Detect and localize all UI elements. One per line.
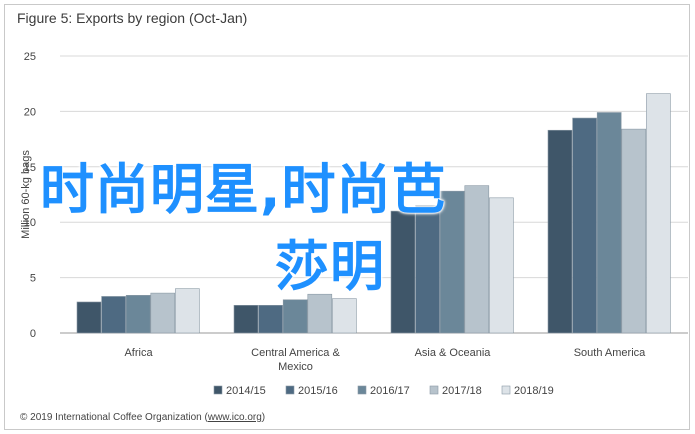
legend-swatch-2016-17: [357, 385, 367, 395]
chart-title: Figure 5: Exports by region (Oct-Jan): [17, 10, 248, 26]
bar-2017-18-1: [307, 293, 333, 334]
bar-2014-15-1: [233, 304, 259, 334]
x-tick-label: South America: [574, 347, 646, 359]
legend-label-2014-15: 2014/15: [226, 385, 266, 397]
legend-swatch-2015-16: [285, 385, 295, 395]
y-tick-label: 5: [30, 273, 36, 285]
bar-2017-18-0: [150, 292, 176, 334]
y-tick-label: 20: [24, 106, 36, 118]
bar-2014-15-2: [390, 210, 416, 334]
footer-credit: © 2019 International Coffee Organization…: [20, 412, 265, 423]
bar-2016-17-3: [596, 112, 622, 334]
y-tick-label: 15: [24, 162, 36, 174]
y-axis-ticks: 0 5 10 15 20 25: [24, 51, 36, 340]
bar-2016-17-2: [439, 190, 465, 334]
legend-swatch-2017-18: [429, 385, 439, 395]
legend-label-2015-16: 2015/16: [298, 385, 338, 397]
x-axis-labels: Africa Central America & Mexico Asia & Ocea…: [124, 347, 646, 373]
bar-2015-16-1: [258, 304, 283, 334]
y-tick-label: 0: [30, 328, 36, 340]
legend-swatch-2014-15: [213, 385, 223, 395]
legend-label-2017-18: 2017/18: [442, 385, 482, 397]
footer-link[interactable]: www.ico.org: [207, 412, 262, 423]
bar-2017-18-3: [621, 128, 647, 334]
bar-2016-17-0: [125, 295, 151, 334]
y-tick-label: 25: [24, 51, 36, 63]
x-tick-label: Asia & Oceania: [415, 347, 492, 359]
bar-2014-15-3: [547, 129, 573, 334]
bars: [76, 93, 671, 334]
bar-2018-19-1: [332, 298, 357, 334]
bar-2016-17-1: [282, 299, 308, 334]
bar-2018-19-2: [489, 197, 514, 334]
y-axis-label: Million 60-kg bags: [20, 150, 32, 239]
legend: 2014/15 2015/16 2016/17 2017/18 2018/19: [213, 385, 554, 397]
bar-2015-16-3: [572, 117, 597, 334]
bar-2018-19-0: [175, 288, 200, 334]
footer-suffix: ): [261, 412, 266, 423]
x-tick-label: Africa: [124, 347, 153, 359]
bar-2017-18-2: [464, 185, 490, 334]
footer-prefix: © 2019 International Coffee Organization…: [20, 412, 208, 423]
legend-label-2016-17: 2016/17: [370, 385, 410, 397]
y-tick-label: 10: [24, 217, 36, 229]
x-tick-label: Central America &: [251, 347, 340, 359]
figure-frame: [4, 4, 690, 430]
x-tick-label: Mexico: [278, 361, 313, 373]
bar-2018-19-3: [646, 93, 671, 334]
legend-swatch-2018-19: [501, 385, 511, 395]
bar-2015-16-0: [101, 296, 126, 334]
y-axis-label-group: Million 60-kg bags: [20, 150, 32, 239]
bar-2014-15-0: [76, 301, 102, 334]
bar-2015-16-2: [415, 205, 440, 334]
legend-label-2018-19: 2018/19: [514, 385, 554, 397]
